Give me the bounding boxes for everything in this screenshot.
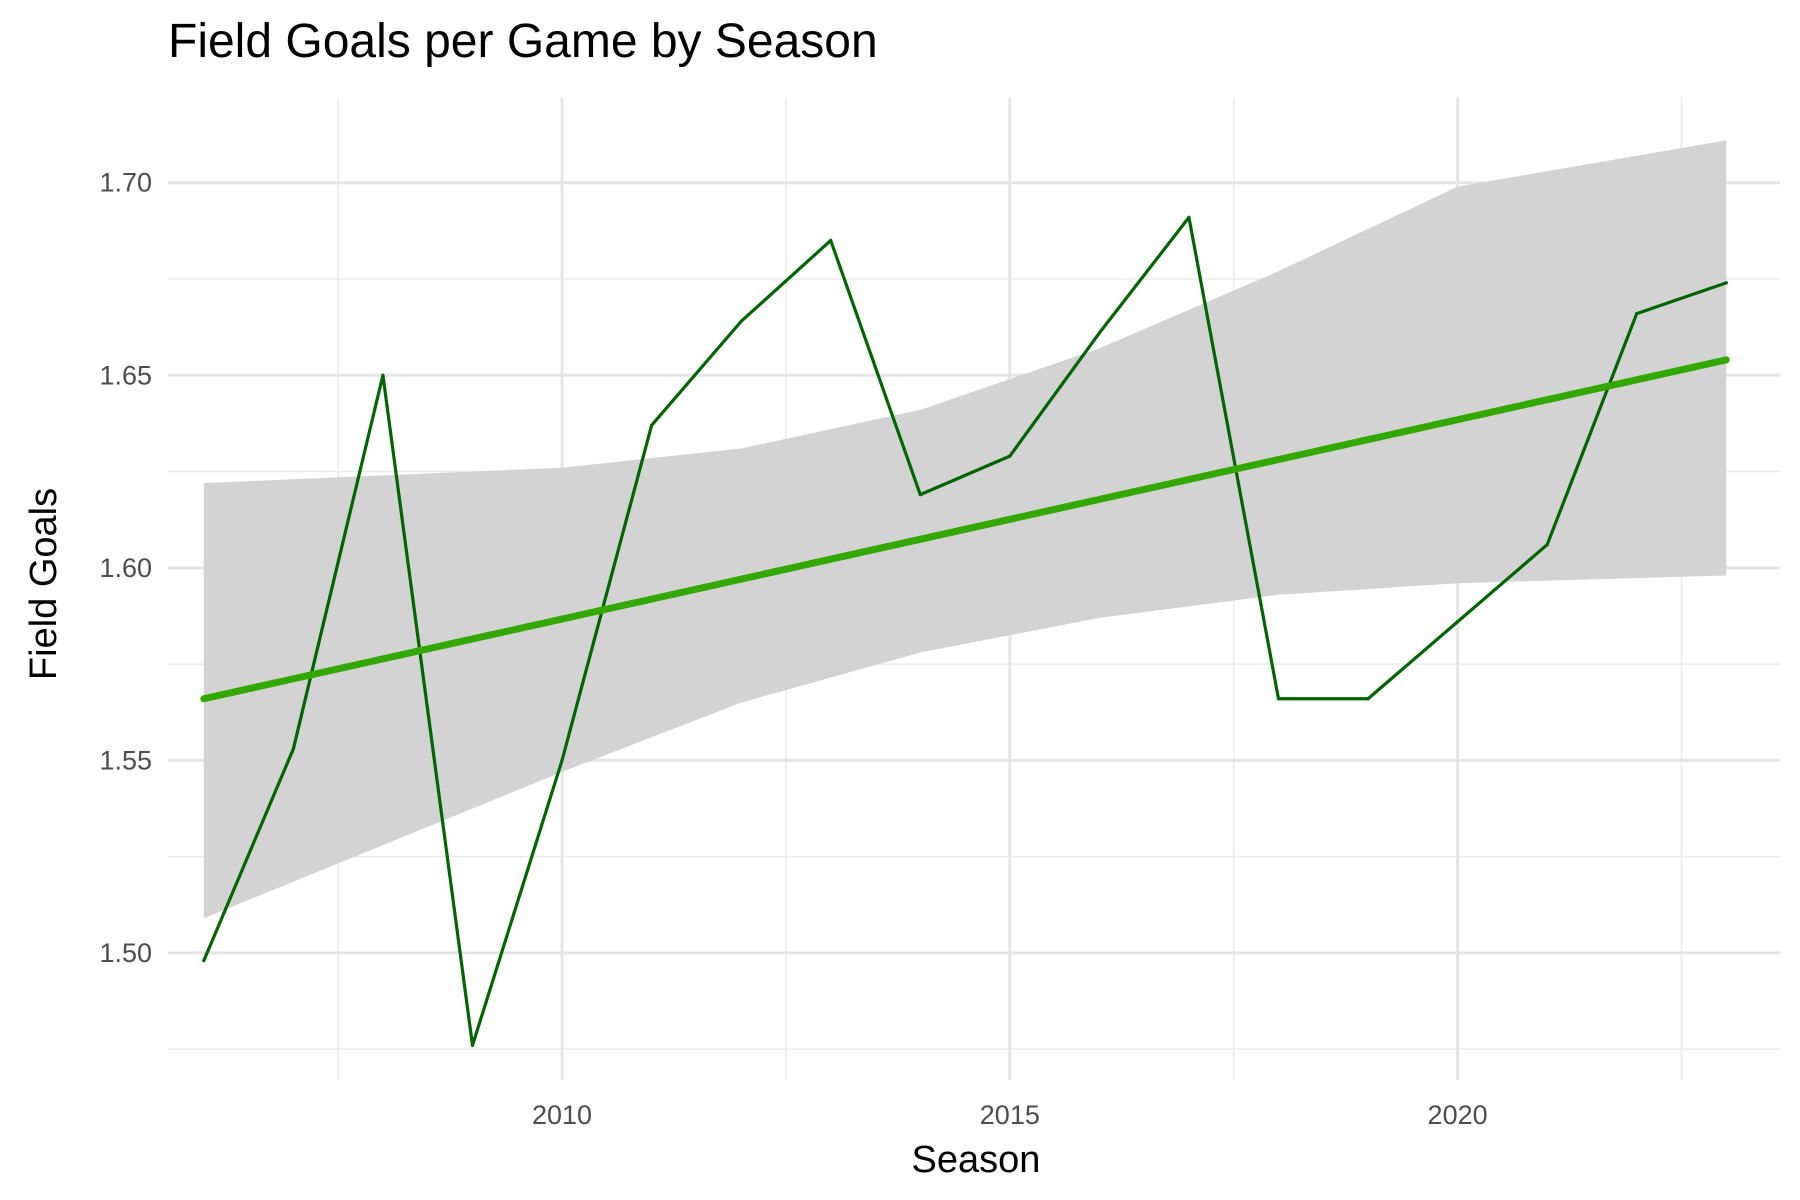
y-tick-label-1.55: 1.55	[99, 745, 152, 775]
y-tick-labels: 1.50 1.55 1.60 1.65 1.70	[99, 168, 152, 968]
series-point-2019	[1366, 697, 1370, 701]
y-tick-label-1.70: 1.70	[99, 168, 152, 198]
series-line-0	[202, 215, 1728, 1047]
series-point-2012	[739, 319, 743, 323]
x-tick-label-2020: 2020	[1428, 1100, 1488, 1130]
series-layer	[202, 215, 1728, 1047]
x-axis-title: Season	[912, 1139, 1041, 1181]
chart-title: Field Goals per Game by Season	[168, 15, 878, 68]
series-point-2007	[291, 747, 295, 751]
x-tick-label-2015: 2015	[980, 1100, 1040, 1130]
series-point-2006	[202, 959, 206, 963]
series-point-2022	[1635, 312, 1639, 316]
series-point-2017	[1187, 215, 1191, 219]
series-point-2023	[1724, 281, 1728, 285]
y-tick-label-1.60: 1.60	[99, 553, 152, 583]
series-point-2011	[650, 423, 654, 427]
series-point-2015	[1008, 454, 1012, 458]
trend-layer	[200, 356, 1730, 703]
series-point-2016	[1097, 331, 1101, 335]
y-axis-title: Field Goals	[23, 488, 65, 680]
y-tick-label-1.50: 1.50	[99, 938, 152, 968]
series-point-2013	[829, 238, 833, 243]
x-tick-label-2010: 2010	[532, 1100, 592, 1130]
series-point-2008	[381, 373, 385, 377]
series-point-2018	[1276, 697, 1281, 701]
y-tick-label-1.65: 1.65	[99, 360, 152, 390]
series-point-2021	[1545, 543, 1549, 547]
series-point-2009	[470, 1043, 475, 1047]
series-point-2020	[1456, 620, 1460, 624]
series-point-2014	[918, 493, 922, 497]
x-tick-labels: 2010 2015 2020	[532, 1100, 1488, 1130]
trend-line	[200, 356, 1730, 703]
series-point-2010	[560, 758, 564, 762]
